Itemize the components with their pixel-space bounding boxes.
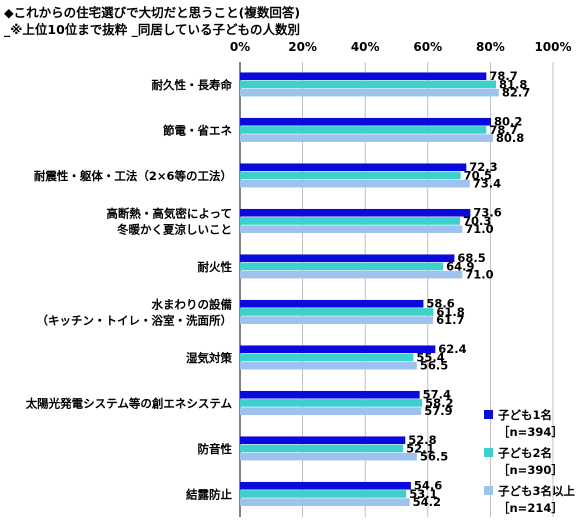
category-label: （キッチン・トイレ・浴室・洗面所） xyxy=(37,313,233,327)
bar xyxy=(240,88,499,97)
bar xyxy=(240,217,461,225)
x-tick-label: 20% xyxy=(288,40,317,54)
category-label: 耐火性 xyxy=(198,260,233,274)
data-label: 58.6 xyxy=(426,297,454,311)
data-label: 53.1 xyxy=(409,487,437,501)
data-label: 57.4 xyxy=(423,388,451,402)
bar xyxy=(240,208,471,217)
data-label: 54.6 xyxy=(414,479,442,493)
category-label: 高断熱・高気密によって xyxy=(106,206,232,220)
legend-swatch xyxy=(484,486,493,495)
bar xyxy=(240,179,470,188)
bar xyxy=(240,270,463,279)
data-label: 52.8 xyxy=(408,433,436,447)
category-label: 節電・省エネ xyxy=(162,123,232,137)
category-label: 結露防止 xyxy=(186,487,232,501)
legend-label: 子ども2名 xyxy=(498,446,552,460)
bar xyxy=(240,308,434,316)
legend-swatch xyxy=(484,410,493,419)
bar xyxy=(240,436,406,445)
bar xyxy=(240,481,411,490)
bar xyxy=(240,126,487,134)
category-label: 湿気対策 xyxy=(186,351,232,365)
bar xyxy=(240,134,493,142)
data-label: 58.2 xyxy=(425,396,453,410)
data-label: 82.7 xyxy=(502,86,530,100)
bar xyxy=(240,390,420,399)
bar xyxy=(240,353,414,362)
data-label: 73.4 xyxy=(473,177,501,191)
x-tick-label: 80% xyxy=(476,40,505,54)
bar xyxy=(240,345,436,354)
category-label: 耐震性・躯体・工法（2×6等の工法） xyxy=(34,169,232,183)
bar xyxy=(240,444,404,453)
legend-n: ［n=214］ xyxy=(498,501,563,515)
bar xyxy=(240,316,434,324)
legend-n: ［n=394］ xyxy=(498,425,563,439)
data-label: 52.1 xyxy=(406,441,434,455)
bar xyxy=(240,399,423,407)
bar xyxy=(240,72,487,81)
legend-swatch xyxy=(484,448,493,457)
category-label: 水まわりの設備 xyxy=(152,297,233,311)
bar xyxy=(240,171,461,180)
chart-title: ◆これからの住宅選びで大切だと思うこと(複数回答) xyxy=(4,5,301,20)
data-label: 57.9 xyxy=(424,404,452,418)
bar xyxy=(240,163,467,172)
legend-label: 子ども3名以上 xyxy=(498,484,576,498)
data-label: 61.7 xyxy=(436,313,464,327)
data-label: 72.3 xyxy=(469,160,497,174)
data-label: 78.7 xyxy=(489,123,517,137)
data-label: 81.8 xyxy=(499,77,527,91)
data-label: 80.2 xyxy=(494,115,522,129)
data-label: 70.3 xyxy=(463,214,491,228)
data-label: 78.7 xyxy=(489,69,517,83)
chart-subtitle: _※上位10位まで抜粋 _同居している子どもの人数別 xyxy=(4,22,301,37)
data-label: 62.4 xyxy=(438,342,466,356)
bar xyxy=(240,80,497,89)
bar xyxy=(240,254,455,263)
bar xyxy=(240,498,410,506)
data-label: 56.5 xyxy=(420,359,448,373)
data-label: 55.4 xyxy=(416,350,444,364)
data-label: 64.9 xyxy=(446,259,474,273)
category-label: 耐久性・長寿命 xyxy=(152,78,233,92)
data-label: 80.8 xyxy=(496,131,524,145)
bar xyxy=(240,361,417,370)
data-label: 70.5 xyxy=(464,168,492,182)
bar xyxy=(240,490,407,498)
data-label: 54.2 xyxy=(413,495,441,509)
data-label: 73.6 xyxy=(473,206,501,220)
data-label: 71.0 xyxy=(465,268,493,282)
legend-label: 子ども1名 xyxy=(498,408,552,422)
bar xyxy=(240,262,444,271)
category-label: 防音性 xyxy=(198,442,233,456)
category-label: 冬暖かく夏涼しいこと xyxy=(117,222,232,236)
bar xyxy=(240,225,463,233)
x-tick-label: 0% xyxy=(230,40,250,54)
x-tick-label: 60% xyxy=(413,40,442,54)
legend-n: ［n=390］ xyxy=(498,463,563,477)
bar xyxy=(240,407,422,415)
data-label: 68.5 xyxy=(457,251,485,265)
data-label: 71.0 xyxy=(465,222,493,236)
bar xyxy=(240,117,492,126)
bar xyxy=(240,299,424,308)
data-label: 61.8 xyxy=(436,305,464,319)
x-tick-label: 40% xyxy=(351,40,380,54)
category-label: 太陽光発電システム等の創エネシステム xyxy=(25,396,233,410)
x-tick-label: 100% xyxy=(534,40,571,54)
bar xyxy=(240,452,417,461)
data-label: 56.5 xyxy=(420,450,448,464)
